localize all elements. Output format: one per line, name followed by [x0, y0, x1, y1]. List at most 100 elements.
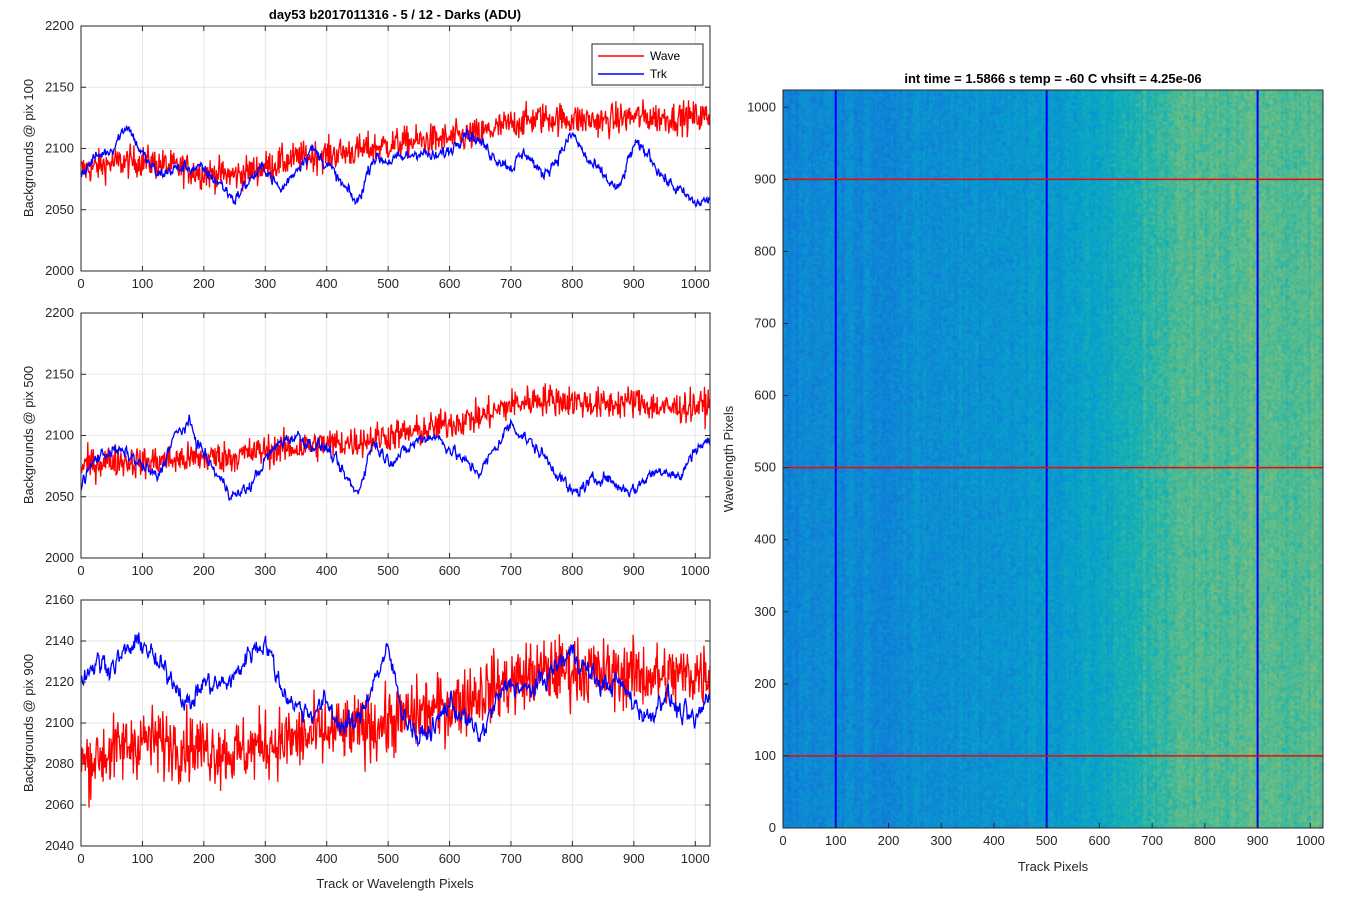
y-tick-label: 2000: [45, 263, 74, 278]
series-line-wave: [80, 383, 711, 485]
heatmap-image: [783, 90, 1323, 828]
heatmap-xlabel: Track Pixels: [1018, 859, 1089, 874]
x-tick-label: 1000: [681, 276, 710, 291]
heatmap-x-tick-label: 0: [779, 833, 786, 848]
y-tick-label: 2100: [45, 715, 74, 730]
heatmap-y-tick-label: 800: [754, 243, 776, 258]
panel-1-series: [80, 99, 711, 208]
legend-label-wave: Wave: [650, 49, 681, 63]
heatmap-x-tick-label: 400: [983, 833, 1005, 848]
x-tick-label: 700: [500, 276, 522, 291]
panel-pix-500: 0 100 200 300 400 500 600 700 800 900 1000 2000 2050…: [21, 305, 711, 578]
heatmap-x-tick-label: 100: [825, 833, 847, 848]
panel-1-ticks: 0 100 200 300 400 500 600 700 800 900 1000 2000 2050…: [45, 18, 710, 291]
x-tick-label: 400: [316, 276, 338, 291]
x-tick-label: 700: [500, 851, 522, 866]
x-tick-label: 300: [254, 851, 276, 866]
series-line-wave: [80, 634, 711, 808]
x-tick-label: 200: [193, 563, 215, 578]
x-tick-label: 1000: [681, 563, 710, 578]
panel-1-ylabel: Backgrounds @ pix 100: [21, 79, 36, 217]
x-tick-label: 900: [623, 851, 645, 866]
y-tick-label: 2150: [45, 79, 74, 94]
heatmap-x-tick-label: 700: [1141, 833, 1163, 848]
heatmap-ylabel: Wavelength Pixels: [721, 405, 736, 512]
heatmap-y-tick-label: 700: [754, 316, 776, 331]
heatmap-ticks: 0 100 200 300 400 500 600 700 800 900 1000 0 100 200 3…: [747, 99, 1325, 848]
panel-2-ticks: 0 100 200 300 400 500 600 700 800 900 1000 2000 2050…: [45, 305, 710, 578]
y-tick-label: 2100: [45, 428, 74, 443]
series-line-trk: [80, 414, 711, 501]
panel-pix-100: 0 100 200 300 400 500 600 700 800 900 1000 2000 2050…: [21, 7, 711, 291]
x-tick-label: 1000: [681, 851, 710, 866]
x-tick-label: 300: [254, 563, 276, 578]
panel-3-ylabel: Backgrounds @ pix 900: [21, 654, 36, 792]
panel-3-series: [80, 632, 711, 808]
x-tick-label: 400: [316, 851, 338, 866]
heatmap-y-tick-label: 500: [754, 460, 776, 475]
heatmap-x-tick-label: 1000: [1296, 833, 1325, 848]
y-tick-label: 2160: [45, 592, 74, 607]
heatmap-y-tick-label: 200: [754, 676, 776, 691]
heatmap-y-tick-label: 1000: [747, 99, 776, 114]
heatmap-x-tick-label: 300: [930, 833, 952, 848]
panel-3-xlabel: Track or Wavelength Pixels: [316, 876, 474, 891]
x-tick-label: 800: [562, 851, 584, 866]
x-tick-label: 500: [377, 563, 399, 578]
series-line-trk: [80, 125, 711, 208]
panel-3-ticks: 0 100 200 300 400 500 600 700 800 900 1000 2040 2060…: [45, 592, 710, 866]
heatmap-x-tick-label: 900: [1247, 833, 1269, 848]
panel-pix-900: 0 100 200 300 400 500 600 700 800 900 1000 2040 2060…: [21, 592, 711, 891]
y-tick-label: 2100: [45, 141, 74, 156]
y-tick-label: 2150: [45, 366, 74, 381]
x-tick-label: 900: [623, 563, 645, 578]
heatmap-x-tick-label: 200: [878, 833, 900, 848]
x-tick-label: 800: [562, 276, 584, 291]
x-tick-label: 400: [316, 563, 338, 578]
x-tick-label: 200: [193, 276, 215, 291]
heatmap-y-tick-label: 0: [769, 820, 776, 835]
x-tick-label: 500: [377, 276, 399, 291]
x-tick-label: 0: [77, 851, 84, 866]
x-tick-label: 800: [562, 563, 584, 578]
heatmap-overlay-lines: [783, 90, 1323, 828]
x-tick-label: 500: [377, 851, 399, 866]
heatmap-x-tick-label: 600: [1089, 833, 1111, 848]
x-tick-label: 200: [193, 851, 215, 866]
x-tick-label: 900: [623, 276, 645, 291]
x-tick-label: 700: [500, 563, 522, 578]
x-tick-label: 100: [132, 563, 154, 578]
heatmap-y-tick-label: 600: [754, 388, 776, 403]
x-tick-label: 300: [254, 276, 276, 291]
legend-label-trk: Trk: [650, 67, 668, 81]
y-tick-label: 2000: [45, 550, 74, 565]
heatmap-y-tick-label: 100: [754, 748, 776, 763]
x-tick-label: 100: [132, 851, 154, 866]
y-tick-label: 2080: [45, 756, 74, 771]
x-tick-label: 0: [77, 276, 84, 291]
heatmap-title: int time = 1.5866 s temp = -60 C vhsift …: [904, 71, 1201, 86]
heatmap-y-tick-label: 300: [754, 604, 776, 619]
series-line-trk: [80, 632, 711, 748]
y-tick-label: 2060: [45, 797, 74, 812]
heatmap-x-tick-label: 500: [1036, 833, 1058, 848]
x-tick-label: 600: [439, 851, 461, 866]
y-tick-label: 2200: [45, 18, 74, 33]
x-tick-label: 100: [132, 276, 154, 291]
heatmap-y-tick-label: 400: [754, 532, 776, 547]
y-tick-label: 2140: [45, 633, 74, 648]
y-tick-label: 2200: [45, 305, 74, 320]
x-tick-label: 0: [77, 563, 84, 578]
y-tick-label: 2050: [45, 489, 74, 504]
y-tick-label: 2040: [45, 838, 74, 853]
heatmap-panel: 0 100 200 300 400 500 600 700 800 900 1000 0 100 200 3…: [721, 71, 1325, 874]
y-tick-label: 2120: [45, 674, 74, 689]
y-tick-label: 2050: [45, 202, 74, 217]
panel-1-title: day53 b2017011316 - 5 / 12 - Darks (ADU): [269, 7, 521, 22]
panel-2-series: [80, 383, 711, 501]
heatmap-y-tick-label: 900: [754, 171, 776, 186]
heatmap-x-tick-label: 800: [1194, 833, 1216, 848]
legend: Wave Trk: [591, 43, 704, 86]
x-tick-label: 600: [439, 276, 461, 291]
